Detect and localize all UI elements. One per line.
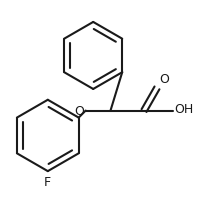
Text: F: F — [44, 176, 51, 189]
Text: O: O — [160, 73, 170, 86]
Text: O: O — [75, 105, 85, 118]
Text: OH: OH — [174, 103, 194, 117]
